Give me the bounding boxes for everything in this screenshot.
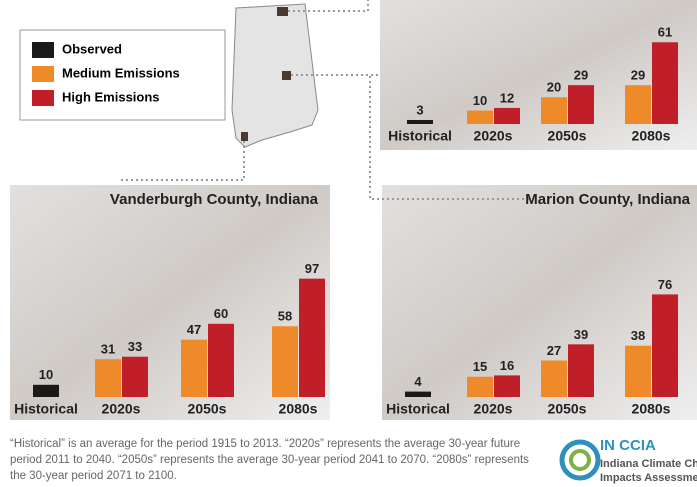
x-tick-label: 2080s — [279, 401, 318, 417]
x-tick-label: 2020s — [474, 401, 513, 417]
legend-label: Medium Emissions — [62, 65, 180, 80]
bar — [208, 323, 234, 397]
value-label: 20 — [547, 80, 561, 95]
connector — [120, 141, 245, 181]
footnote: “Historical” is an average for the perio… — [10, 438, 529, 482]
bar — [95, 359, 121, 397]
bar — [652, 294, 678, 397]
value-label: 10 — [473, 93, 487, 108]
value-label: 47 — [187, 322, 201, 337]
bar — [299, 278, 325, 397]
x-tick-label: Historical — [14, 401, 78, 417]
value-label: 97 — [305, 261, 319, 276]
bar — [625, 345, 651, 397]
connector — [291, 74, 530, 200]
value-label: 60 — [214, 306, 228, 321]
connector — [288, 0, 369, 12]
bar — [625, 85, 651, 124]
value-label: 15 — [473, 359, 487, 374]
bar — [568, 344, 594, 397]
x-tick-label: 2080s — [632, 128, 671, 144]
bar — [122, 356, 148, 397]
x-tick-label: 2050s — [548, 401, 587, 417]
value-label: 33 — [128, 339, 142, 354]
value-label: 61 — [658, 25, 672, 40]
x-tick-label: Historical — [386, 401, 450, 417]
logo-acronym: IN CCIA — [600, 437, 656, 454]
county-marker — [241, 132, 248, 141]
legend-swatch — [32, 42, 54, 58]
panel-background — [380, 0, 697, 150]
value-label: 29 — [574, 68, 588, 83]
bar — [407, 119, 433, 124]
county-marker — [282, 71, 291, 80]
bar — [494, 107, 520, 124]
logo-line: Impacts Assessment — [600, 472, 697, 484]
bar — [33, 384, 59, 397]
value-label: 12 — [500, 90, 514, 105]
chart-title: Marion County, Indiana — [525, 191, 690, 208]
indiana-map — [231, 3, 319, 148]
legend-swatch — [32, 66, 54, 82]
legend-swatch — [32, 90, 54, 106]
x-tick-label: 2050s — [548, 128, 587, 144]
value-label: 3 — [416, 102, 423, 117]
bar — [652, 42, 678, 125]
x-tick-label: 2050s — [188, 401, 227, 417]
legend — [19, 29, 226, 121]
x-tick-label: 2080s — [632, 401, 671, 417]
legend-label: Observed — [62, 41, 122, 56]
x-tick-label: Historical — [388, 128, 452, 144]
value-label: 58 — [278, 309, 292, 324]
chart-title: Vanderburgh County, Indiana — [110, 191, 319, 208]
value-label: 38 — [631, 328, 645, 343]
x-tick-label: 2020s — [474, 128, 513, 144]
value-label: 39 — [574, 327, 588, 342]
logo-line: Indiana Climate Change — [600, 458, 697, 470]
logo: IN CCIA Indiana Climate Change Impacts A… — [559, 437, 697, 484]
x-tick-label: 2020s — [102, 401, 141, 417]
value-label: 10 — [39, 367, 53, 382]
bar — [541, 360, 567, 397]
value-label: 76 — [658, 277, 672, 292]
bar — [467, 376, 493, 397]
bar — [467, 110, 493, 124]
bar — [181, 339, 207, 397]
value-label: 31 — [101, 342, 115, 357]
value-label: 27 — [547, 343, 561, 358]
value-label: 4 — [414, 374, 422, 389]
bar — [405, 391, 431, 397]
bar — [568, 85, 594, 124]
value-label: 16 — [500, 358, 514, 373]
legend-label: High Emissions — [62, 89, 160, 104]
bar — [494, 375, 520, 397]
county-marker — [277, 7, 288, 16]
value-label: 29 — [631, 68, 645, 83]
bar — [272, 326, 298, 397]
bar — [541, 97, 567, 124]
